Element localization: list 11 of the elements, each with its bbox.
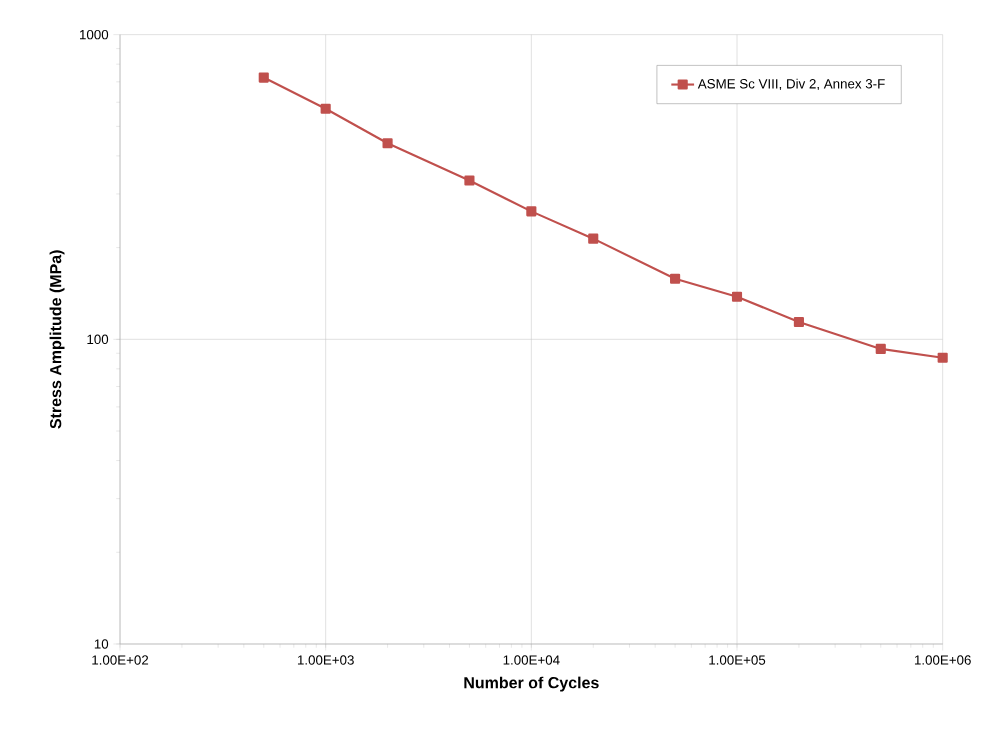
x-tick-label: 1.00E+06 bbox=[914, 655, 971, 665]
x-tick-label: 1.00E+03 bbox=[297, 655, 354, 665]
y-tick-label: 10 bbox=[94, 639, 109, 649]
x-axis-title: Number of Cycles bbox=[464, 676, 599, 692]
legend-label: ASME Sc VIII, Div 2, Annex 3-F bbox=[697, 78, 885, 91]
x-tick-label: 1.00E+04 bbox=[503, 655, 560, 665]
x-tick-label: 1.00E+02 bbox=[92, 655, 149, 665]
x-tick-label: 1.00E+05 bbox=[709, 655, 766, 665]
y-axis-title: Stress Amplitude (MPa) bbox=[49, 250, 65, 429]
y-tick-label: 100 bbox=[87, 334, 109, 345]
y-tick-label: 1000 bbox=[80, 29, 109, 40]
